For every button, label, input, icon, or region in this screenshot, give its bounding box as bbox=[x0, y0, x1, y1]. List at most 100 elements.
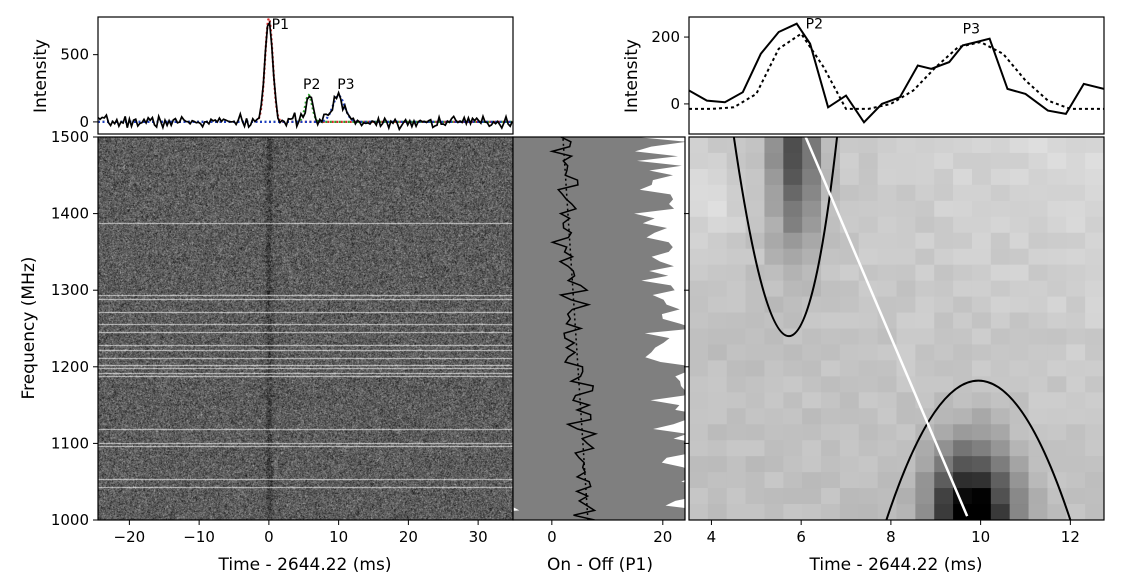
dynamic-spectrum-x-tick-label: 20 bbox=[399, 528, 418, 546]
acf-cell bbox=[953, 312, 973, 330]
acf-cell bbox=[783, 264, 803, 282]
acf-cell bbox=[726, 424, 747, 441]
acf-cell bbox=[1085, 312, 1104, 330]
acf-cell bbox=[1028, 488, 1049, 505]
acf-cell bbox=[726, 472, 747, 489]
acf-cell bbox=[707, 488, 728, 505]
acf-cell bbox=[858, 312, 879, 330]
dynamic-spectrum-y-tick-label: 1500 bbox=[51, 128, 89, 146]
acf-cell bbox=[764, 392, 784, 409]
acf-cell bbox=[726, 360, 747, 377]
acf-cell bbox=[745, 328, 766, 346]
acf-x-tick-label: 6 bbox=[796, 528, 806, 546]
acf-cell bbox=[896, 216, 916, 234]
acf-cell bbox=[896, 200, 916, 218]
acf-cell bbox=[1085, 168, 1104, 186]
acf-cell bbox=[821, 232, 841, 250]
acf-cell bbox=[726, 137, 747, 154]
acf-cell bbox=[858, 488, 879, 505]
acf-cell bbox=[953, 152, 973, 170]
acf-cell bbox=[1066, 504, 1086, 520]
acf-cell bbox=[990, 504, 1011, 520]
acf-cell bbox=[877, 408, 898, 425]
acf-cell bbox=[1047, 296, 1067, 314]
acf-cell bbox=[915, 248, 935, 266]
acf-cell bbox=[877, 232, 898, 250]
acf-cell bbox=[915, 216, 935, 234]
acf-cell bbox=[802, 200, 822, 218]
acf-cell bbox=[839, 344, 860, 362]
acf-cell bbox=[764, 472, 784, 489]
acf-cell bbox=[1009, 376, 1030, 393]
acf-cell bbox=[802, 232, 822, 250]
acf-cell bbox=[990, 408, 1011, 425]
acf-cell bbox=[707, 137, 728, 154]
acf-cell bbox=[689, 376, 709, 393]
acf-cell bbox=[934, 200, 954, 218]
acf-cell bbox=[896, 264, 916, 282]
acf-cell bbox=[783, 216, 803, 234]
acf-cell bbox=[971, 168, 992, 186]
acf-cell bbox=[745, 280, 766, 298]
acf-cell bbox=[707, 392, 728, 409]
dynamic-spectrum-x-tick-label: −20 bbox=[114, 528, 146, 546]
acf-cell bbox=[934, 280, 954, 298]
acf-cell bbox=[971, 264, 992, 282]
acf-cell bbox=[745, 264, 766, 282]
acf-cell bbox=[896, 232, 916, 250]
profile-left-data-line bbox=[98, 20, 513, 132]
acf-cell bbox=[764, 200, 784, 218]
acf-cell bbox=[689, 456, 709, 473]
acf-cell bbox=[915, 152, 935, 170]
acf-cell bbox=[1066, 280, 1086, 298]
acf-cell bbox=[877, 392, 898, 409]
acf-cell bbox=[726, 392, 747, 409]
acf-cell bbox=[971, 504, 992, 520]
acf-cell bbox=[953, 200, 973, 218]
acf-cell bbox=[1009, 168, 1030, 186]
acf-cell bbox=[971, 440, 992, 457]
acf-cell bbox=[821, 248, 841, 266]
acf-cell bbox=[1047, 216, 1067, 234]
acf-cell bbox=[915, 456, 935, 473]
acf-cell bbox=[990, 184, 1011, 202]
acf-cell bbox=[990, 392, 1011, 409]
acf-cell bbox=[896, 440, 916, 457]
acf-cell bbox=[783, 296, 803, 314]
acf-cell bbox=[1009, 424, 1030, 441]
acf-cell bbox=[1047, 248, 1067, 266]
acf-cell bbox=[1028, 424, 1049, 441]
acf-cell bbox=[764, 440, 784, 457]
acf-cell bbox=[858, 504, 879, 520]
acf-cell bbox=[707, 216, 728, 234]
acf-cell bbox=[839, 392, 860, 409]
acf-cell bbox=[745, 488, 766, 505]
acf-cell bbox=[1028, 344, 1049, 362]
acf-cell bbox=[689, 408, 709, 425]
acf-cell bbox=[821, 296, 841, 314]
acf-cell bbox=[858, 248, 879, 266]
on-off-error-band bbox=[513, 137, 685, 520]
acf-cell bbox=[821, 376, 841, 393]
acf-cell bbox=[1009, 184, 1030, 202]
acf-cell bbox=[953, 392, 973, 409]
acf-cell bbox=[689, 280, 709, 298]
acf-cell bbox=[783, 280, 803, 298]
acf-cell bbox=[971, 216, 992, 234]
acf-cell bbox=[1028, 408, 1049, 425]
profile-left-frame bbox=[97, 16, 514, 135]
acf-cell bbox=[764, 328, 784, 346]
acf-cell bbox=[745, 504, 766, 520]
acf-cell bbox=[707, 440, 728, 457]
acf-cell bbox=[934, 424, 954, 441]
acf-cell bbox=[915, 344, 935, 362]
acf-cell bbox=[990, 376, 1011, 393]
acf-cell bbox=[877, 216, 898, 234]
acf-cell bbox=[953, 456, 973, 473]
dynamic-spectrum-panel: −20 −10 0 10 20 30 1000 1100 1200 1300 1400 1500 T… bbox=[19, 128, 514, 575]
acf-cell bbox=[1047, 392, 1067, 409]
acf-cell bbox=[990, 152, 1011, 170]
acf-cell bbox=[726, 152, 747, 170]
acf-cell bbox=[689, 232, 709, 250]
acf-cell bbox=[839, 200, 860, 218]
